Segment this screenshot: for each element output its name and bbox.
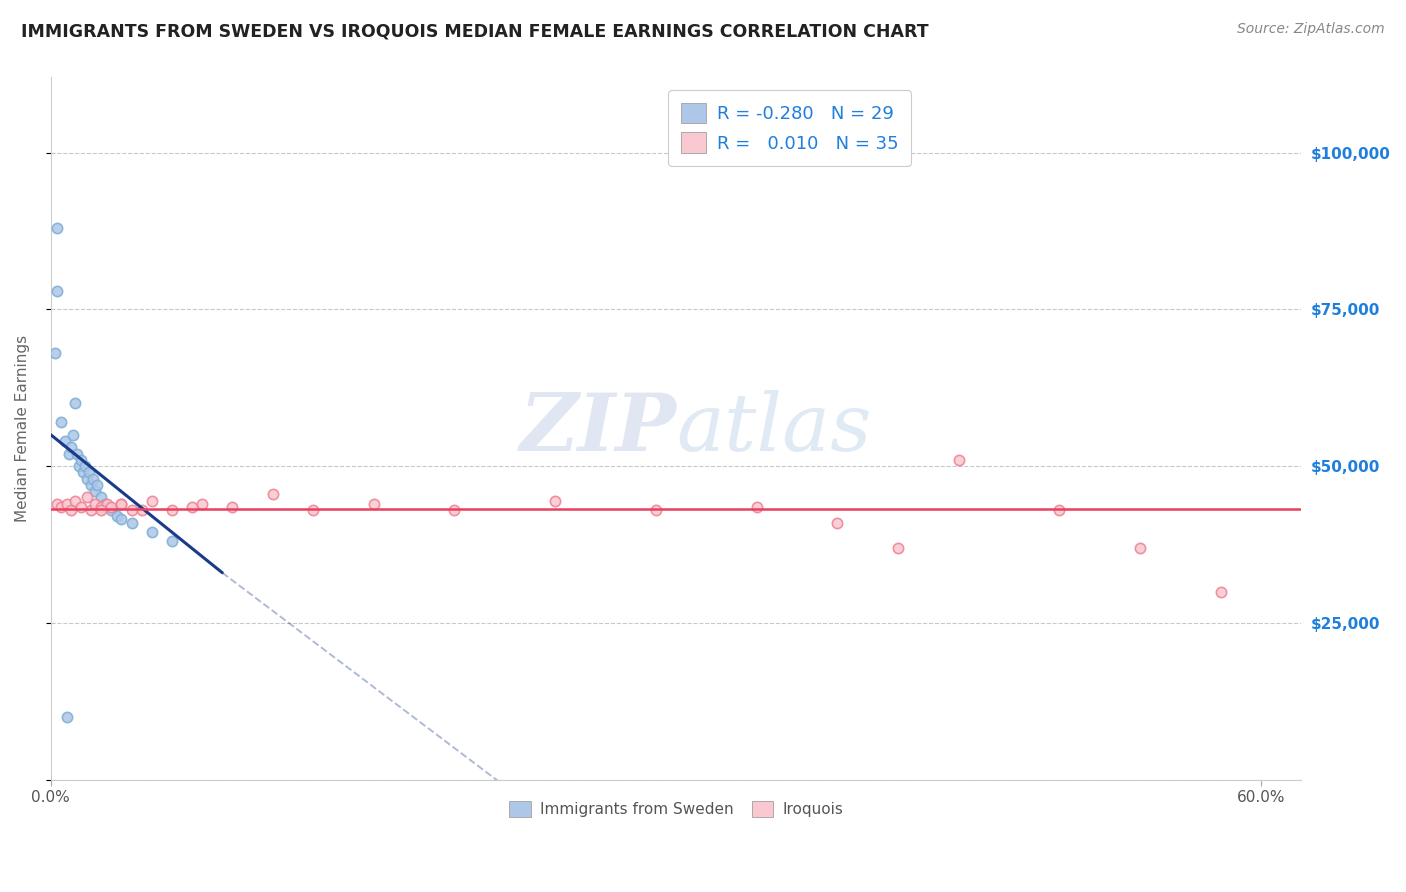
Point [121,516,143,530]
Point [45,497,67,511]
Point [84,484,107,499]
Point [160,534,183,549]
Point [49,415,72,429]
Point [645,503,668,517]
Point [110,512,132,526]
Point [100,500,122,514]
Point [887,541,910,555]
Point [94,497,117,511]
Point [302,503,325,517]
Point [160,503,183,517]
Point [110,497,132,511]
Point [191,497,214,511]
Point [443,503,465,517]
Point [80,478,103,492]
Text: atlas: atlas [676,390,872,467]
Point [90,503,112,517]
Point [90,500,112,514]
Point [72,466,94,480]
Text: ZIP: ZIP [519,390,676,467]
Point [1209,584,1232,599]
Point [84,497,107,511]
Text: IMMIGRANTS FROM SWEDEN VS IROQUOIS MEDIAN FEMALE EARNINGS CORRELATION CHART: IMMIGRANTS FROM SWEDEN VS IROQUOIS MEDIA… [21,22,929,40]
Point [56,710,79,724]
Point [96,497,118,511]
Point [1047,503,1070,517]
Point [70,453,93,467]
Point [45,284,67,298]
Point [77,466,100,480]
Point [63,493,86,508]
Point [745,500,768,514]
Point [66,447,89,461]
Point [60,440,83,454]
Legend: Immigrants from Sweden, Iroquois: Immigrants from Sweden, Iroquois [502,793,851,824]
Point [86,478,108,492]
Point [75,459,97,474]
Point [67,459,90,474]
Y-axis label: Median Female Earnings: Median Female Earnings [15,335,30,522]
Point [80,503,103,517]
Point [70,500,93,514]
Point [131,503,153,517]
Point [141,493,163,508]
Point [544,493,567,508]
Text: Source: ZipAtlas.com: Source: ZipAtlas.com [1237,22,1385,37]
Point [60,503,83,517]
Point [262,487,284,501]
Point [53,434,76,448]
Point [105,509,128,524]
Point [63,396,86,410]
Point [121,503,143,517]
Point [141,524,163,539]
Point [45,220,67,235]
Point [76,472,98,486]
Point [44,346,66,360]
Point [363,497,385,511]
Point [76,491,98,505]
Point [181,500,204,514]
Point [62,427,84,442]
Point [100,503,122,517]
Point [221,500,243,514]
Point [90,491,112,505]
Point [110,497,132,511]
Point [58,447,80,461]
Point [1129,541,1152,555]
Point [56,497,79,511]
Point [827,516,849,530]
Point [948,453,970,467]
Point [49,500,72,514]
Point [82,472,104,486]
